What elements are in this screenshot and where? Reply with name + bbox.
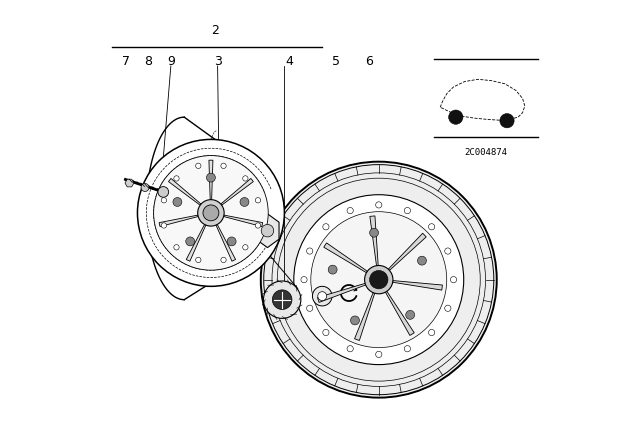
Circle shape [328,265,337,274]
Circle shape [174,245,179,250]
Circle shape [369,271,388,289]
Polygon shape [385,291,414,336]
Polygon shape [355,293,375,340]
Circle shape [312,286,332,306]
Circle shape [196,163,201,168]
Polygon shape [159,215,198,227]
Circle shape [261,224,274,237]
Circle shape [141,184,149,191]
Circle shape [406,310,415,319]
Polygon shape [216,224,236,261]
Circle shape [161,223,166,228]
Circle shape [311,212,447,348]
Circle shape [351,316,360,325]
Circle shape [445,305,451,311]
Circle shape [174,176,179,181]
Circle shape [255,198,260,203]
Circle shape [404,207,410,214]
Circle shape [376,351,382,358]
Polygon shape [317,283,365,302]
Circle shape [417,256,426,265]
Text: 5: 5 [332,55,340,68]
Circle shape [376,202,382,208]
Circle shape [207,173,216,182]
Circle shape [347,345,353,352]
Circle shape [307,248,313,254]
Circle shape [294,195,464,365]
Circle shape [323,329,329,336]
Polygon shape [393,280,442,290]
Circle shape [273,290,292,310]
Circle shape [449,110,463,124]
Circle shape [370,228,378,237]
Circle shape [365,266,393,294]
Circle shape [429,224,435,230]
Circle shape [264,281,301,319]
Circle shape [255,223,260,228]
Polygon shape [256,214,279,248]
Polygon shape [125,179,134,187]
Circle shape [301,276,307,283]
Circle shape [240,198,249,207]
Text: 10: 10 [264,204,282,217]
Polygon shape [223,215,263,227]
Circle shape [221,163,226,168]
Circle shape [243,176,248,181]
Circle shape [307,305,313,311]
Circle shape [323,224,329,230]
Polygon shape [186,224,206,261]
Text: 1: 1 [429,246,438,259]
Text: 8: 8 [145,55,152,68]
Polygon shape [370,216,378,266]
Circle shape [173,198,182,207]
Text: 9: 9 [167,55,175,68]
Circle shape [221,257,226,263]
Text: 4: 4 [285,55,292,68]
Circle shape [227,237,236,246]
Circle shape [203,205,219,221]
Circle shape [154,155,268,270]
Circle shape [318,292,326,301]
Text: 7: 7 [122,55,131,68]
Text: 2: 2 [211,24,220,37]
Circle shape [138,139,284,286]
Polygon shape [168,178,201,205]
Circle shape [404,345,410,352]
Polygon shape [388,233,426,271]
Polygon shape [221,178,253,205]
Circle shape [161,198,166,203]
Circle shape [260,162,497,398]
Circle shape [429,329,435,336]
Text: 3: 3 [214,55,221,68]
Text: 6: 6 [365,55,373,68]
Polygon shape [209,160,213,200]
Circle shape [186,237,195,246]
Circle shape [158,187,168,197]
Circle shape [198,200,224,226]
Circle shape [347,207,353,214]
Circle shape [196,257,201,263]
Text: 2C004874: 2C004874 [465,148,508,157]
Circle shape [451,276,457,283]
Circle shape [445,248,451,254]
Circle shape [243,245,248,250]
Circle shape [500,114,514,128]
Polygon shape [324,243,367,273]
